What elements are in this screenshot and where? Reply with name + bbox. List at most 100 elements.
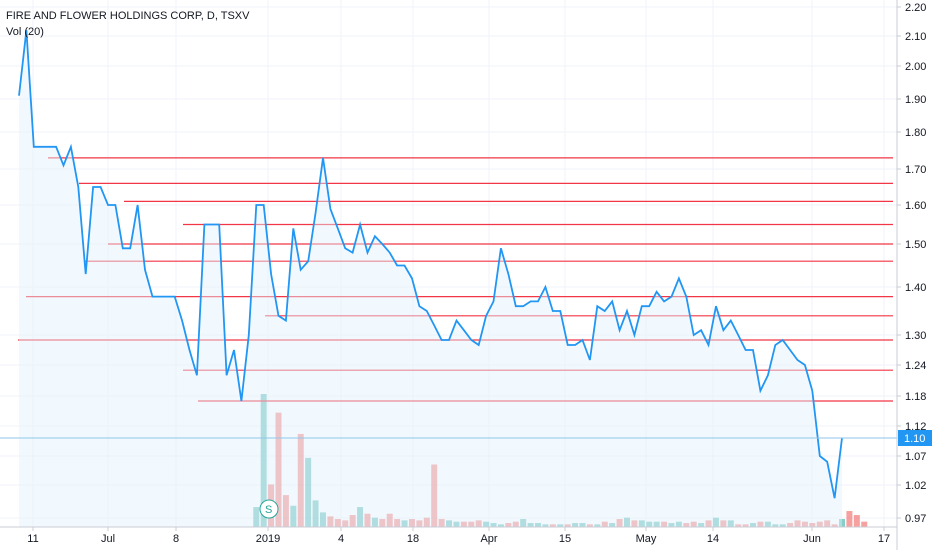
current-price-label: 1.10 bbox=[904, 433, 925, 445]
price-axis[interactable]: 0.971.021.071.121.181.241.301.401.501.60… bbox=[896, 0, 926, 550]
volume-bar bbox=[357, 507, 364, 527]
volume-bar bbox=[757, 521, 764, 527]
time-tick-label: May bbox=[636, 533, 657, 545]
volume-bar bbox=[646, 521, 653, 527]
price-tick-label: 1.50 bbox=[905, 239, 926, 251]
volume-bar bbox=[297, 433, 304, 527]
volume-bar bbox=[787, 523, 794, 527]
price-tick-label: 2.10 bbox=[905, 31, 926, 43]
price-tick-label: 1.02 bbox=[905, 480, 926, 492]
volume-bar bbox=[460, 521, 467, 527]
split-marker[interactable]: S bbox=[259, 499, 279, 519]
volume-bar bbox=[623, 517, 630, 527]
volume-bar bbox=[764, 521, 771, 527]
volume-bar bbox=[305, 457, 312, 527]
time-tick-label: Apr bbox=[480, 533, 497, 545]
volume-bar bbox=[661, 521, 668, 527]
volume-bar bbox=[557, 524, 564, 527]
volume-bar bbox=[690, 521, 697, 527]
time-tick-label: 18 bbox=[407, 533, 419, 545]
price-line bbox=[18, 30, 843, 499]
volume-bar bbox=[816, 521, 823, 527]
time-tick-label: Jun bbox=[803, 533, 821, 545]
volume-bar bbox=[824, 520, 831, 527]
time-axis[interactable]: 11 Jul 8 2019 4 18 Apr 15 May 14 Jun 17 bbox=[0, 526, 897, 545]
volume-bar bbox=[579, 523, 586, 527]
volume-bar bbox=[468, 521, 475, 527]
time-tick-label: 15 bbox=[559, 533, 571, 545]
volume-bar bbox=[275, 412, 282, 527]
volume-bar bbox=[453, 521, 460, 527]
volume-bar bbox=[505, 523, 512, 527]
volume-bar bbox=[423, 517, 430, 527]
volume-bar bbox=[638, 520, 645, 527]
volume-bar bbox=[720, 520, 727, 527]
volume-bar bbox=[683, 523, 690, 527]
volume-bar bbox=[705, 520, 712, 527]
volume-bar bbox=[401, 520, 408, 527]
grid bbox=[0, 0, 897, 527]
volume-bar bbox=[253, 507, 260, 527]
volume-bar bbox=[594, 524, 601, 527]
volume-bar bbox=[342, 520, 349, 527]
volume-bar bbox=[260, 394, 267, 527]
volume-bar bbox=[831, 524, 838, 527]
volume-bar bbox=[379, 519, 386, 527]
volume-bar bbox=[527, 523, 534, 527]
volume-bar bbox=[735, 524, 742, 527]
volume-bar bbox=[327, 516, 334, 527]
price-tick-label: 1.80 bbox=[905, 127, 926, 139]
volume-bar bbox=[364, 513, 371, 527]
volume-bar bbox=[742, 524, 749, 527]
volume-bar bbox=[319, 512, 326, 527]
volume-bar bbox=[312, 500, 319, 527]
volume-bar bbox=[290, 505, 297, 527]
volume-bar bbox=[349, 515, 356, 527]
volume-bar bbox=[475, 520, 482, 527]
current-price-badge: 1.10 bbox=[898, 430, 932, 446]
volume-bar bbox=[750, 523, 757, 527]
volume-bar bbox=[861, 521, 868, 527]
price-tick-label: 1.40 bbox=[905, 282, 926, 294]
time-tick-label: 14 bbox=[707, 533, 719, 545]
volume-bar bbox=[772, 524, 779, 527]
time-tick-label: 11 bbox=[27, 533, 38, 545]
volume-bar bbox=[794, 520, 801, 527]
volume-bar bbox=[727, 520, 734, 527]
volume-bar bbox=[653, 521, 660, 527]
volume-bar bbox=[853, 515, 860, 527]
volume-bar bbox=[334, 519, 341, 527]
volume-bar bbox=[438, 519, 445, 527]
time-tick-label: Jul bbox=[101, 533, 115, 545]
symbol-title: FIRE AND FLOWER HOLDINGS CORP, D, TSXV bbox=[6, 10, 250, 22]
volume-bar bbox=[572, 523, 579, 527]
volume-bar bbox=[675, 521, 682, 527]
volume-bar bbox=[497, 524, 504, 527]
chart-legend: FIRE AND FLOWER HOLDINGS CORP, D, TSXV V… bbox=[6, 8, 249, 40]
volume-bar bbox=[846, 511, 853, 527]
volume-bar bbox=[631, 520, 638, 527]
volume-bar bbox=[386, 513, 393, 527]
support-lines bbox=[18, 157, 893, 402]
volume-bar bbox=[801, 521, 808, 527]
volume-bar bbox=[483, 521, 490, 527]
split-marker-circle[interactable] bbox=[259, 499, 279, 519]
volume-bar bbox=[564, 524, 571, 527]
price-tick-label: 1.70 bbox=[905, 164, 926, 176]
price-tick-label: 2.20 bbox=[905, 2, 926, 14]
volume-bar bbox=[609, 523, 616, 527]
price-tick-label: 1.24 bbox=[905, 360, 926, 372]
time-tick-label: 17 bbox=[878, 533, 890, 545]
volume-bar bbox=[542, 524, 549, 527]
volume-bar bbox=[490, 523, 497, 527]
volume-bar bbox=[809, 523, 816, 527]
volume-bar bbox=[512, 521, 519, 527]
volume-bar bbox=[712, 517, 719, 527]
volume-bar bbox=[779, 524, 786, 527]
volume-bar bbox=[520, 519, 527, 527]
volume-bar bbox=[839, 519, 845, 527]
volume-bar bbox=[698, 523, 705, 527]
volume-bar bbox=[416, 520, 423, 527]
